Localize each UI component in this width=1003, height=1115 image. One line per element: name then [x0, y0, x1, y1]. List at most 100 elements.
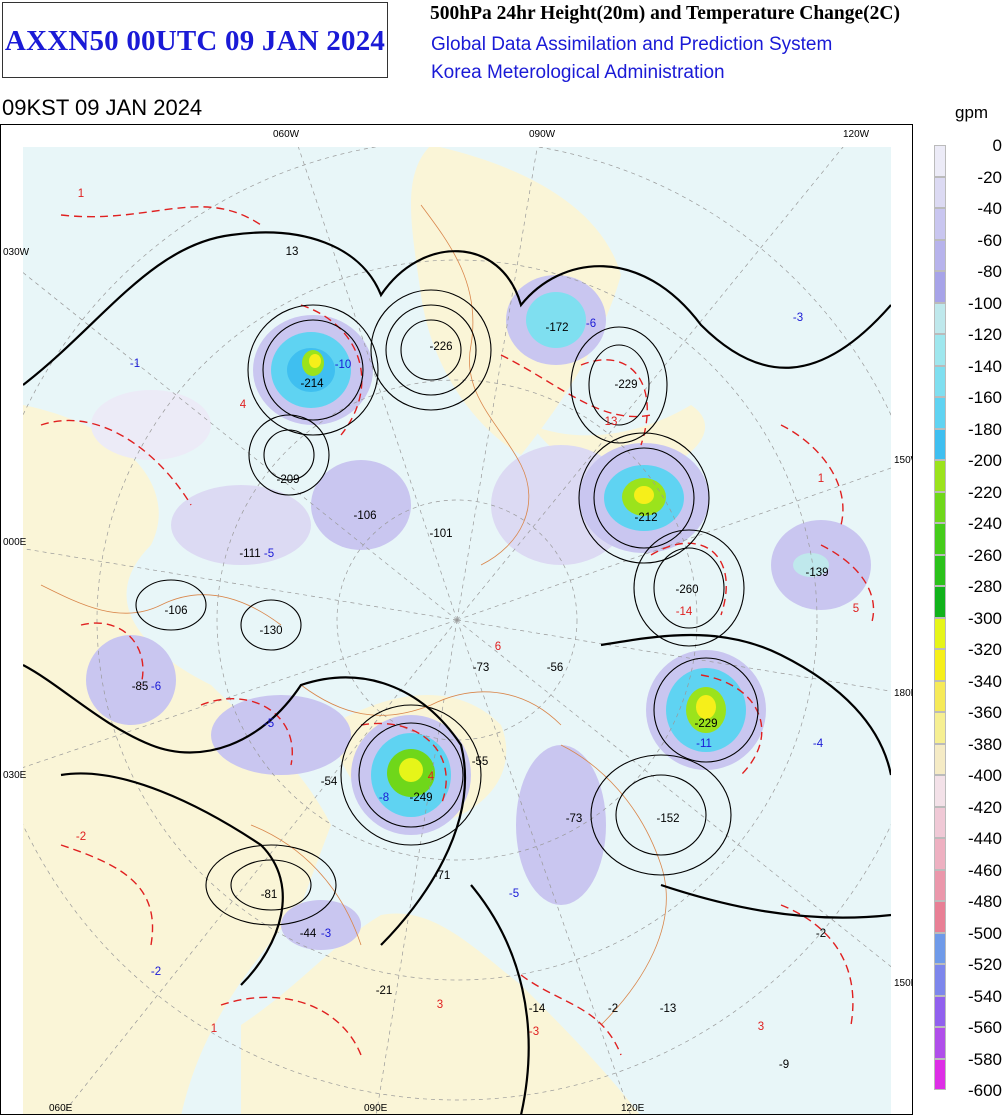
colorbar-tick-label: -300 [967, 608, 1002, 628]
temp-label: -5 [509, 888, 519, 900]
height-label: -2 [608, 1003, 618, 1015]
height-label: 13 [286, 246, 299, 258]
colorbar-swatch [934, 365, 946, 397]
colorbar-swatch [934, 1027, 946, 1059]
zero-contours [23, 231, 891, 1114]
lon-label-bottom: 120E [621, 1103, 645, 1114]
lon-label-left: 030E [3, 770, 27, 781]
temp-label: 4 [240, 399, 247, 411]
height-label: -106 [164, 605, 187, 617]
temp-label: -3 [529, 1026, 539, 1038]
temp-label: -14 [676, 606, 693, 618]
valid-time: 09KST 09 JAN 2024 [2, 95, 203, 120]
low-center-west [253, 315, 373, 425]
temp-label: -5 [264, 718, 274, 730]
height-label: -106 [353, 510, 376, 522]
colorbar-swatch [934, 617, 946, 649]
height-label: -101 [429, 528, 452, 540]
temp-label: -8 [379, 792, 389, 804]
temperature-labels-extra: 4 4 -3 [240, 399, 539, 1038]
product-title: AXXN50 00UTC 09 JAN 2024 [4, 25, 386, 57]
colorbar-tick-label: -80 [977, 262, 1002, 281]
map-canvas: -214 -209 -226 -172 -229 -212 -106 -111 … [23, 147, 891, 1114]
map-panel: -214 -209 -226 -172 -229 -212 -106 -111 … [0, 124, 913, 1115]
low-center-north [506, 275, 606, 365]
agency-name: Korea Meterological Administration [431, 62, 725, 83]
height-label: -81 [261, 889, 278, 901]
colorbar-swatch [934, 460, 946, 492]
colorbar-swatch [934, 176, 946, 208]
colorbar-swatch [934, 208, 946, 240]
low-center-east [579, 443, 709, 553]
colorbar-swatch [934, 901, 946, 933]
colorbar-tick-label: -260 [967, 545, 1002, 565]
colorbar-swatch [934, 271, 946, 303]
height-label: -229 [694, 718, 717, 730]
lon-label-bottom: 060E [49, 1103, 73, 1114]
colorbar-swatch [934, 334, 946, 366]
colorbar-swatch [934, 239, 946, 271]
temp-label: -6 [586, 318, 596, 330]
colorbar-tick-label: -20 [977, 167, 1002, 187]
temp-label: -6 [151, 681, 161, 693]
height-label: -13 [660, 1003, 677, 1015]
colorbar-swatch [934, 838, 946, 870]
height-label: -44 [300, 928, 317, 940]
colorbar-tick-label: -440 [967, 829, 1002, 848]
colorbar-swatch [934, 775, 946, 807]
height-label: -56 [547, 662, 564, 674]
temp-label: 1 [818, 473, 824, 485]
height-label: -139 [805, 567, 828, 579]
colorbar-tick-label: -280 [967, 577, 1002, 596]
temp-label: -4 [813, 738, 824, 750]
colorbar-tick-label: -40 [977, 199, 1002, 218]
colorbar-tick-label: -460 [967, 860, 1002, 880]
temp-label: 3 [758, 1021, 764, 1033]
colorbar [934, 145, 946, 1090]
colorbar-tick-label: -520 [967, 955, 1002, 974]
colorbar-tick-label: 0 [992, 136, 1002, 155]
colorbar-swatch [934, 964, 946, 996]
colorbar-swatch [934, 932, 946, 964]
height-label: -209 [276, 474, 299, 486]
colorbar-tick-label: -180 [967, 419, 1002, 439]
temp-label: -10 [335, 359, 352, 371]
map-fields [23, 147, 891, 1114]
chart-title: 500hPa 24hr Height(20m) and Temperature … [430, 3, 900, 24]
colorbar-swatch [934, 995, 946, 1027]
colorbar-swatch [934, 806, 946, 838]
height-label: -71 [434, 870, 451, 882]
colorbar-tick-label: -560 [967, 1018, 1002, 1037]
colorbar-tick-label: -540 [967, 986, 1002, 1006]
height-label: -152 [656, 813, 679, 825]
colorbar-unit: gpm [955, 103, 989, 122]
colorbar-swatch [934, 1058, 946, 1090]
system-name: Global Data Assimilation and Prediction … [431, 34, 833, 55]
height-label: -73 [566, 813, 583, 825]
coastlines [40, 204, 667, 1026]
height-label: -226 [429, 341, 452, 353]
colorbar-tick-label: -60 [977, 230, 1002, 250]
temperature-contours [40, 206, 875, 1056]
low-center-southeast [646, 650, 766, 770]
colorbar-swatch [934, 302, 946, 334]
colorbar-tick-label: -480 [967, 892, 1002, 911]
temperature-labels-cold: -1 -10 -6 -3 -5 -6 -5 -11 -4 -8 -5 -3 -2 [130, 312, 824, 978]
colorbar-tick-label: -400 [967, 766, 1002, 785]
height-label: -21 [376, 985, 393, 997]
colorbar-tick-label: -100 [967, 293, 1002, 313]
height-label: -54 [321, 776, 338, 788]
colorbar-swatch [934, 554, 946, 586]
lon-label-top: 090W [529, 129, 556, 140]
colorbar-swatch [934, 649, 946, 681]
colorbar-tick-label: -360 [967, 703, 1002, 722]
lon-label-top: 060W [273, 129, 300, 140]
colorbar-tick-label: -220 [967, 482, 1002, 502]
lon-label-right: 180E [894, 688, 912, 699]
temperature-labels-warm: 1 1 6 -14 5 3 3 1 -2 13 [76, 188, 859, 1035]
lon-label-left: 000E [3, 537, 27, 548]
height-label: -111 [239, 548, 260, 560]
colorbar-tick-label: -160 [967, 388, 1002, 407]
colorbar-tick-label: -340 [967, 671, 1002, 691]
product-title-box: AXXN50 00UTC 09 JAN 2024 [2, 2, 388, 78]
